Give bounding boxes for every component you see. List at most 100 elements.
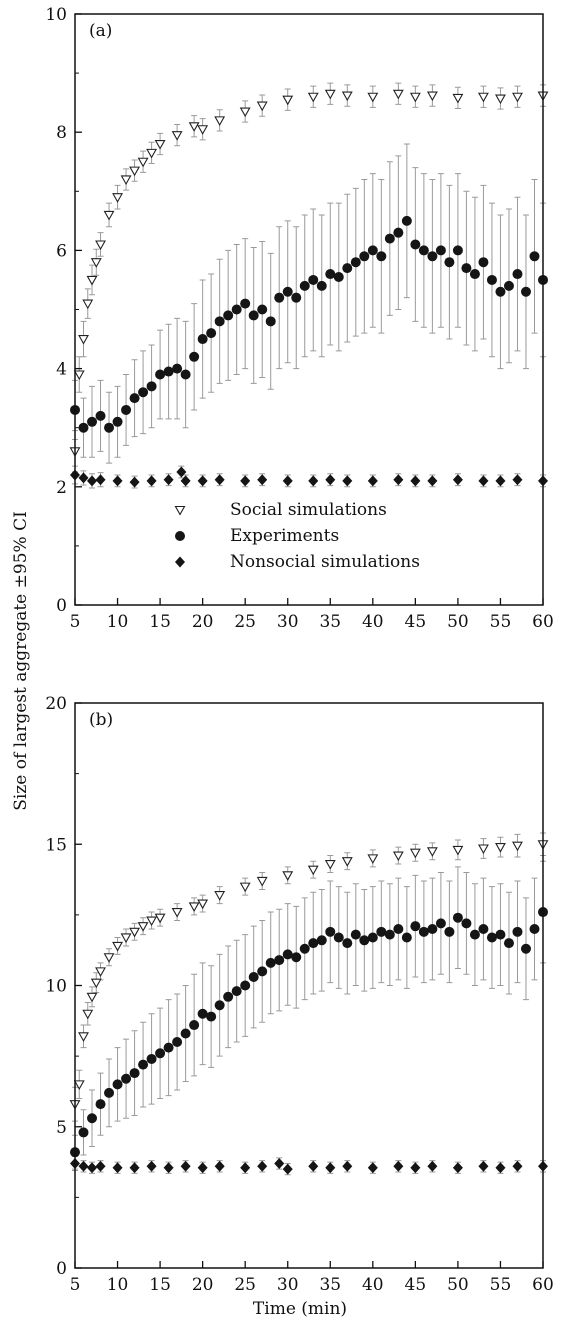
data-point <box>452 245 463 256</box>
legend-label-experiments: Experiments <box>230 526 339 546</box>
data-point <box>214 1000 225 1011</box>
data-point <box>495 843 506 853</box>
data-point <box>214 116 226 127</box>
data-point <box>172 363 183 374</box>
data-point <box>307 92 319 103</box>
data-point <box>367 932 378 943</box>
data-point <box>350 929 361 940</box>
data-point <box>282 871 294 881</box>
data-point <box>333 271 344 282</box>
data-point <box>427 1160 438 1172</box>
data-point <box>95 1160 106 1172</box>
data-point <box>409 848 421 859</box>
data-point <box>78 1032 89 1042</box>
data-point <box>154 139 166 150</box>
data-point <box>180 369 191 380</box>
data-point <box>138 387 149 398</box>
data-point <box>231 304 242 315</box>
data-point <box>248 310 259 321</box>
data-point <box>469 929 480 940</box>
data-point <box>325 474 336 486</box>
data-point <box>176 466 187 478</box>
x-tick-label: 10 <box>107 1275 129 1295</box>
data-point <box>163 474 174 486</box>
data-point <box>90 978 102 989</box>
data-point <box>104 422 115 433</box>
data-point <box>78 1127 89 1138</box>
data-point <box>95 1099 106 1110</box>
data-point <box>274 292 285 303</box>
data-point <box>103 953 115 963</box>
x-tick-label: 50 <box>447 612 469 632</box>
data-point <box>95 474 106 486</box>
data-point <box>478 1160 489 1172</box>
data-point <box>520 286 531 297</box>
data-point <box>137 922 149 932</box>
data-point <box>188 902 200 913</box>
data-point <box>257 966 268 977</box>
legend-marker-experiments <box>175 531 185 541</box>
data-point <box>520 943 531 954</box>
x-axis-label: Time (min) <box>253 1299 347 1319</box>
data-point <box>393 474 404 486</box>
data-point <box>444 257 455 268</box>
panel-b-series <box>69 840 549 1175</box>
data-point <box>154 913 166 924</box>
x-tick-label: 5 <box>70 612 81 632</box>
data-point <box>180 1160 191 1172</box>
data-point <box>197 899 209 910</box>
data-point <box>256 101 268 112</box>
x-tick-label: 20 <box>192 1275 214 1295</box>
data-point <box>495 475 506 487</box>
data-point <box>146 916 158 927</box>
data-point <box>171 908 183 918</box>
data-point <box>240 298 251 309</box>
x-tick-label: 60 <box>532 1275 554 1295</box>
data-point <box>90 258 102 268</box>
data-point <box>308 1160 319 1172</box>
x-tick-label: 35 <box>319 1275 341 1295</box>
data-point <box>512 269 523 280</box>
data-point <box>384 929 395 940</box>
data-point <box>410 239 421 250</box>
data-point <box>112 416 123 427</box>
y-axis-label: Size of largest aggregate ±95% CI <box>11 511 31 811</box>
data-point <box>367 854 379 864</box>
data-point <box>103 210 115 221</box>
data-point <box>146 148 158 159</box>
data-point <box>392 851 404 862</box>
data-point <box>333 932 344 943</box>
data-point <box>282 1163 293 1175</box>
legend-marker-social <box>174 505 186 516</box>
data-point <box>129 1068 140 1079</box>
data-point <box>197 334 208 345</box>
data-point <box>214 474 225 486</box>
data-point <box>265 957 276 968</box>
data-point <box>137 157 149 168</box>
series-experiments <box>70 907 548 1158</box>
data-point <box>376 251 387 262</box>
data-point <box>478 924 489 934</box>
data-point <box>146 475 157 487</box>
data-point <box>503 938 514 949</box>
data-point <box>367 1162 378 1174</box>
y-tick-label: 10 <box>45 977 67 997</box>
data-point <box>495 929 506 940</box>
data-point <box>197 1162 208 1174</box>
data-point <box>112 1162 123 1174</box>
data-point <box>155 1048 166 1059</box>
data-point <box>282 475 293 487</box>
data-point <box>452 93 464 104</box>
x-tick-label: 30 <box>277 612 299 632</box>
data-point <box>73 370 85 381</box>
data-point <box>486 932 497 943</box>
data-point <box>410 1162 421 1174</box>
data-point <box>529 251 540 262</box>
data-point <box>325 269 336 280</box>
x-tick-label: 10 <box>107 612 129 632</box>
data-point <box>95 410 106 421</box>
data-point <box>95 240 106 251</box>
data-point <box>495 1162 506 1174</box>
data-point <box>307 865 319 876</box>
